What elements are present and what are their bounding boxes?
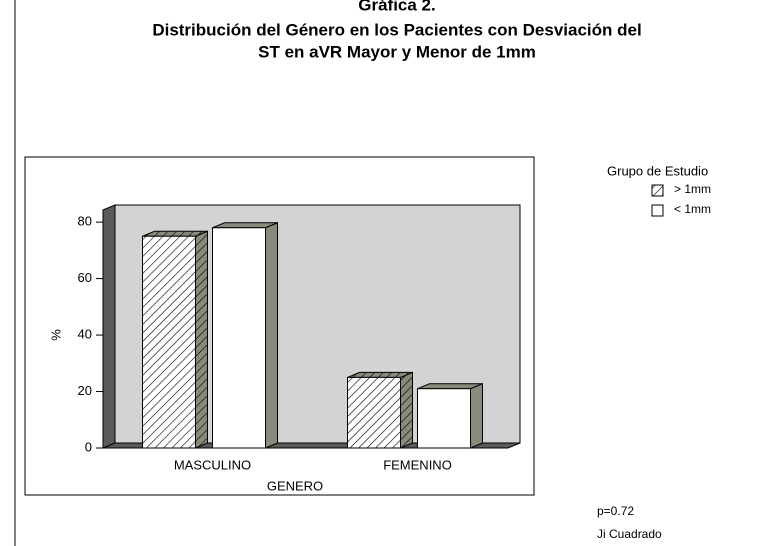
y-tick-label: 60 [78, 270, 92, 285]
y-axis-label: % [48, 329, 63, 341]
bar [212, 227, 266, 449]
y-tick-label: 80 [78, 214, 92, 229]
bar [347, 376, 401, 449]
legend-title: Grupo de Estudio [607, 163, 708, 178]
side-wall [102, 204, 116, 449]
bar-top [142, 230, 208, 237]
bar-top [212, 222, 278, 229]
bar-side [265, 222, 278, 449]
note: Ji Cuadrado [597, 527, 662, 541]
plot-frame [24, 156, 535, 496]
x-axis-label: GENERO [267, 478, 323, 493]
bar-top [417, 383, 483, 390]
supertitle: Gráfica 2. [358, 0, 436, 14]
chart-title: ST en aVR Mayor y Menor de 1mm [258, 42, 536, 61]
bar-side [470, 382, 483, 449]
y-tick-label: 20 [78, 383, 92, 398]
legend-swatch [651, 184, 664, 197]
x-tick-label: FEMENINO [383, 457, 452, 472]
bar [417, 388, 471, 449]
legend-label: > 1mm [674, 182, 711, 196]
legend-swatch [651, 204, 664, 217]
note: p=0.72 [597, 504, 634, 518]
legend-label: < 1mm [674, 202, 711, 216]
y-tick-label: 0 [85, 439, 92, 454]
bar-top [347, 371, 413, 378]
bar [142, 235, 196, 449]
y-tick-label: 40 [78, 326, 92, 341]
bar-side [400, 371, 413, 449]
chart-title: Distribución del Género en los Pacientes… [152, 20, 641, 39]
bar-side [195, 230, 208, 449]
x-tick-label: MASCULINO [174, 457, 251, 472]
